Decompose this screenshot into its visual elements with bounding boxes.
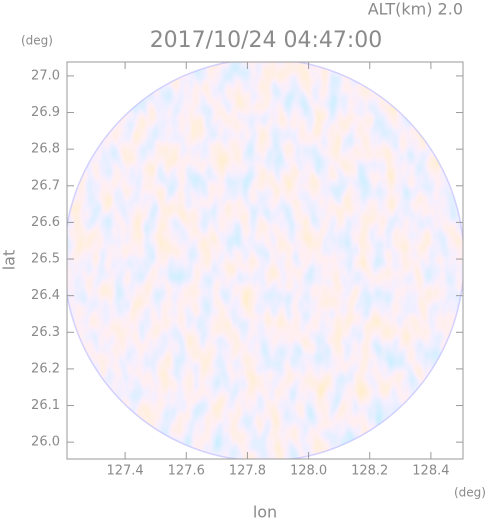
radar-field	[67, 62, 463, 459]
y-tick-label: 26.5	[31, 252, 60, 267]
y-tick-label: 26.1	[31, 398, 60, 413]
y-unit: (deg)	[21, 34, 53, 48]
x-tick-label: 127.6	[168, 464, 205, 479]
y-tick-label: 27.0	[31, 68, 60, 83]
y-tick-label: 26.7	[31, 178, 60, 193]
y-tick-label: 26.2	[31, 361, 60, 376]
x-tick-label: 128.2	[351, 464, 388, 479]
y-tick-label: 26.0	[31, 435, 60, 450]
y-tick-label: 26.8	[31, 142, 60, 157]
y-tick-label: 26.6	[31, 215, 60, 230]
y-axis-label: lat	[0, 250, 19, 271]
subtitle: ALT(km) 2.0	[368, 0, 463, 19]
x-tick-label: 128.0	[290, 464, 327, 479]
y-tick-label: 26.4	[31, 288, 60, 303]
chart-title: 2017/10/24 04:47:00	[150, 28, 383, 53]
x-tick-label: 128.4	[412, 464, 449, 479]
y-tick-label: 26.3	[31, 325, 60, 340]
x-tick-label: 127.4	[106, 464, 143, 479]
plot-frame	[66, 61, 464, 460]
y-tick-label: 26.9	[31, 105, 60, 120]
x-axis-label: lon	[253, 503, 277, 521]
x-tick-label: 127.8	[229, 464, 266, 479]
x-unit: (deg)	[454, 486, 486, 500]
